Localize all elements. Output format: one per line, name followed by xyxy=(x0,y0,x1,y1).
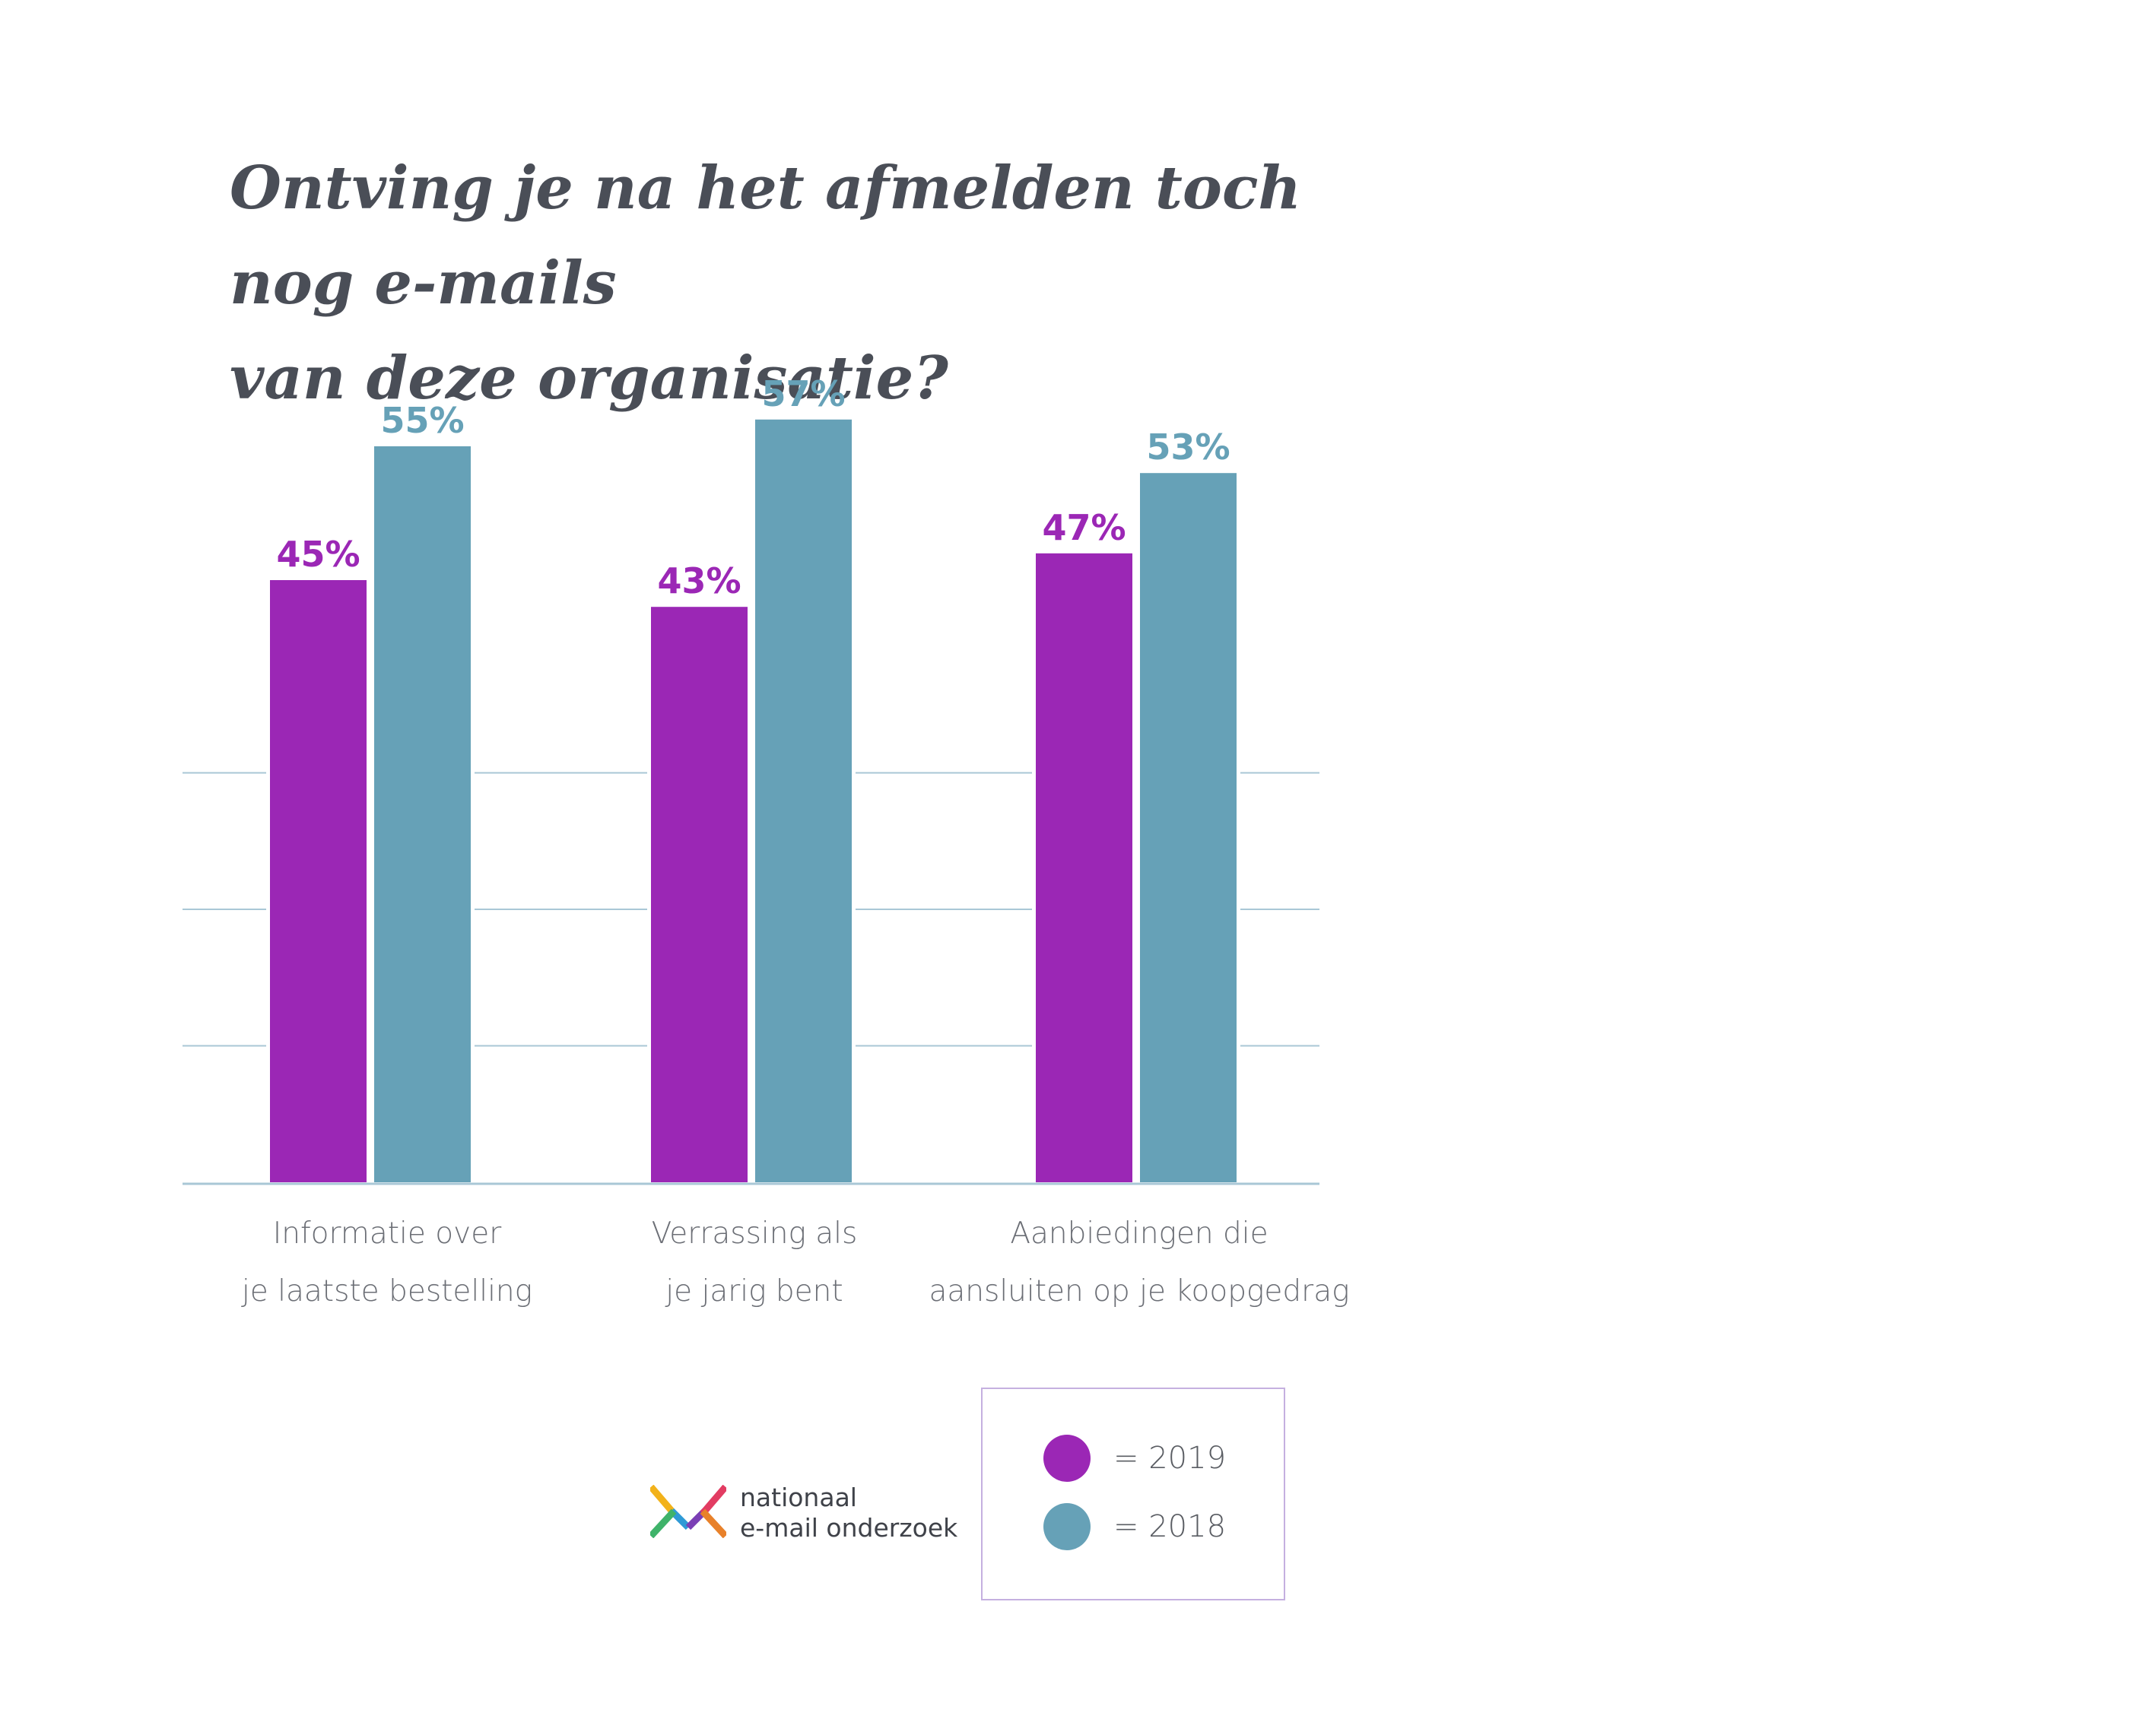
bar-2019-1 xyxy=(270,580,367,1182)
category-label-1-line1: Informatie over xyxy=(272,1216,502,1251)
data-label-2018-3: 53% xyxy=(1146,427,1230,468)
bar-2018-3 xyxy=(1140,473,1237,1182)
category-label-1: Informatie over je laatste bestelling xyxy=(174,1205,600,1321)
category-label-3-line2: aansluiten op je koopgedrag xyxy=(929,1274,1350,1308)
chart-title-line2: van deze organisatie? xyxy=(230,344,948,413)
chart-title-line1: Ontving je na het afmelden toch nog e-ma… xyxy=(230,154,1302,318)
brand-name: nationaal e-mail onderzoek xyxy=(740,1483,957,1543)
category-label-2-line2: je jarig bent xyxy=(665,1274,843,1308)
data-label-2019-3: 47% xyxy=(1042,507,1126,548)
category-label-2: Verrassing als je jarig bent xyxy=(541,1205,967,1321)
data-label-2018-2: 57% xyxy=(761,373,845,414)
envelope-logo-icon xyxy=(648,1484,729,1542)
legend-item-2018: = 2018 xyxy=(1043,1503,1226,1550)
category-label-3: Aanbiedingen die aansluiten op je koopge… xyxy=(926,1205,1352,1321)
bar-2018-1 xyxy=(374,446,471,1182)
category-label-3-line1: Aanbiedingen die xyxy=(1010,1216,1269,1251)
legend-label-2018: = 2018 xyxy=(1113,1509,1227,1544)
legend-swatch-2018 xyxy=(1043,1503,1091,1550)
legend-label-2019: = 2019 xyxy=(1113,1441,1227,1476)
legend: = 2019 = 2018 xyxy=(981,1388,1285,1600)
data-label-2019-2: 43% xyxy=(657,560,741,601)
category-label-1-line2: je laatste bestelling xyxy=(241,1274,533,1308)
brand-logo: nationaal e-mail onderzoek xyxy=(648,1483,957,1543)
data-label-2018-1: 55% xyxy=(380,400,464,441)
bar-2019-2 xyxy=(651,607,748,1182)
category-label-2-line1: Verrassing als xyxy=(651,1216,858,1251)
brand-name-line1: nationaal xyxy=(740,1483,857,1512)
legend-item-2019: = 2019 xyxy=(1043,1435,1226,1482)
brand-name-line2: e-mail onderzoek xyxy=(740,1513,958,1543)
data-label-2019-1: 45% xyxy=(276,534,360,575)
legend-swatch-2019 xyxy=(1043,1435,1091,1482)
bar-2019-3 xyxy=(1036,553,1132,1182)
chart-title: Ontving je na het afmelden toch nog e-ma… xyxy=(230,141,1370,426)
bar-2018-2 xyxy=(755,419,852,1182)
